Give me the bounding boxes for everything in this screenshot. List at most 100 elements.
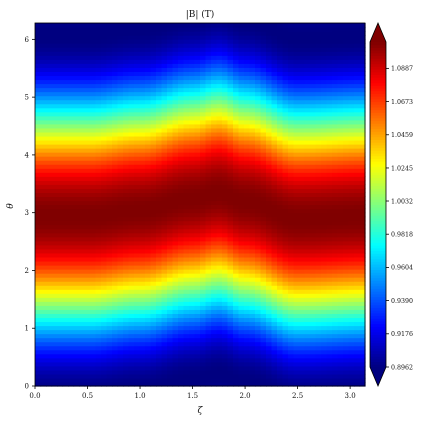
- heatmap-cell: [293, 273, 300, 278]
- heatmap-cell: [161, 293, 168, 298]
- heatmap-cell: [189, 309, 196, 314]
- heatmap-cell: [321, 341, 328, 347]
- heatmap-cell: [172, 329, 179, 335]
- heatmap-cell: [51, 23, 58, 28]
- heatmap-cell: [161, 345, 168, 351]
- heatmap-cell: [167, 119, 174, 125]
- heatmap-cell: [310, 260, 317, 266]
- heatmap-cell: [68, 293, 75, 298]
- heatmap-cell: [62, 139, 69, 145]
- heatmap-cell: [145, 192, 152, 198]
- heatmap-cell: [117, 256, 124, 262]
- heatmap-cell: [293, 381, 300, 387]
- heatmap-cell: [205, 63, 212, 68]
- heatmap-cell: [35, 252, 42, 258]
- heatmap-cell: [205, 204, 212, 210]
- heatmap-cell: [244, 289, 251, 294]
- heatmap-cell: [106, 99, 113, 105]
- heatmap-cell: [51, 361, 58, 367]
- heatmap-cell: [216, 256, 223, 262]
- heatmap-cell: [200, 248, 207, 254]
- heatmap-cell: [101, 321, 108, 327]
- heatmap-cell: [293, 27, 300, 32]
- heatmap-cell: [156, 95, 163, 101]
- heatmap-cell: [134, 180, 141, 185]
- heatmap-cell: [227, 313, 234, 319]
- heatmap-cell: [293, 67, 300, 72]
- heatmap-cell: [238, 176, 245, 181]
- heatmap-cell: [222, 373, 229, 379]
- heatmap-cell: [315, 27, 322, 32]
- heatmap-cell: [101, 160, 108, 165]
- heatmap-cell: [222, 39, 229, 44]
- heatmap-cell: [293, 59, 300, 64]
- heatmap-cell: [106, 357, 113, 363]
- heatmap-cell: [249, 289, 256, 294]
- heatmap-cell: [227, 297, 234, 302]
- heatmap-cell: [249, 285, 256, 290]
- heatmap-cell: [46, 71, 53, 77]
- heatmap-cell: [299, 152, 306, 157]
- heatmap-cell: [205, 188, 212, 193]
- heatmap-cell: [299, 63, 306, 68]
- heatmap-cell: [216, 164, 223, 169]
- heatmap-cell: [62, 79, 69, 85]
- heatmap-cell: [249, 144, 256, 149]
- heatmap-cell: [326, 160, 333, 165]
- heatmap-cell: [260, 23, 267, 28]
- heatmap-cell: [139, 152, 146, 157]
- heatmap-cell: [293, 83, 300, 89]
- heatmap-cell: [205, 260, 212, 266]
- heatmap-cell: [321, 135, 328, 141]
- heatmap-cell: [117, 135, 124, 141]
- heatmap-cell: [106, 192, 113, 198]
- heatmap-cell: [57, 123, 64, 129]
- heatmap-cell: [299, 79, 306, 85]
- heatmap-cell: [156, 353, 163, 359]
- heatmap-cell: [249, 333, 256, 339]
- heatmap-cell: [156, 361, 163, 367]
- heatmap-cell: [337, 345, 344, 351]
- heatmap-cell: [84, 365, 91, 371]
- heatmap-cell: [57, 337, 64, 343]
- heatmap-cell: [326, 285, 333, 290]
- heatmap-cell: [205, 184, 212, 189]
- heatmap-cell: [183, 75, 190, 81]
- heatmap-cell: [167, 139, 174, 145]
- heatmap-cell: [249, 67, 256, 72]
- heatmap-cell: [167, 361, 174, 367]
- heatmap-cell: [244, 27, 251, 32]
- heatmap-cell: [35, 208, 42, 214]
- heatmap-cell: [68, 216, 75, 222]
- heatmap-cell: [299, 127, 306, 133]
- heatmap-cell: [205, 67, 212, 72]
- heatmap-cell: [156, 188, 163, 193]
- heatmap-cell: [134, 240, 141, 246]
- heatmap-cell: [35, 103, 42, 109]
- heatmap-cell: [315, 83, 322, 89]
- heatmap-cell: [73, 71, 80, 77]
- heatmap-cell: [106, 47, 113, 52]
- heatmap-cell: [233, 260, 240, 266]
- heatmap-cell: [200, 35, 207, 40]
- heatmap-cell: [35, 184, 42, 189]
- heatmap-cell: [95, 277, 102, 282]
- heatmap-cell: [255, 123, 262, 129]
- heatmap-cell: [62, 39, 69, 44]
- heatmap-cell: [178, 301, 185, 306]
- heatmap-cell: [35, 381, 42, 387]
- heatmap-cell: [112, 131, 119, 137]
- heatmap-cell: [145, 107, 152, 113]
- heatmap-cell: [145, 321, 152, 327]
- heatmap-cell: [139, 184, 146, 189]
- heatmap-cell: [211, 240, 218, 246]
- heatmap-cell: [150, 329, 157, 335]
- heatmap-cell: [40, 55, 47, 60]
- heatmap-cell: [233, 144, 240, 149]
- heatmap-cell: [293, 248, 300, 254]
- heatmap-cell: [299, 216, 306, 222]
- heatmap-cell: [95, 317, 102, 323]
- heatmap-cell: [128, 281, 135, 286]
- heatmap-cell: [310, 228, 317, 234]
- heatmap-cell: [200, 357, 207, 363]
